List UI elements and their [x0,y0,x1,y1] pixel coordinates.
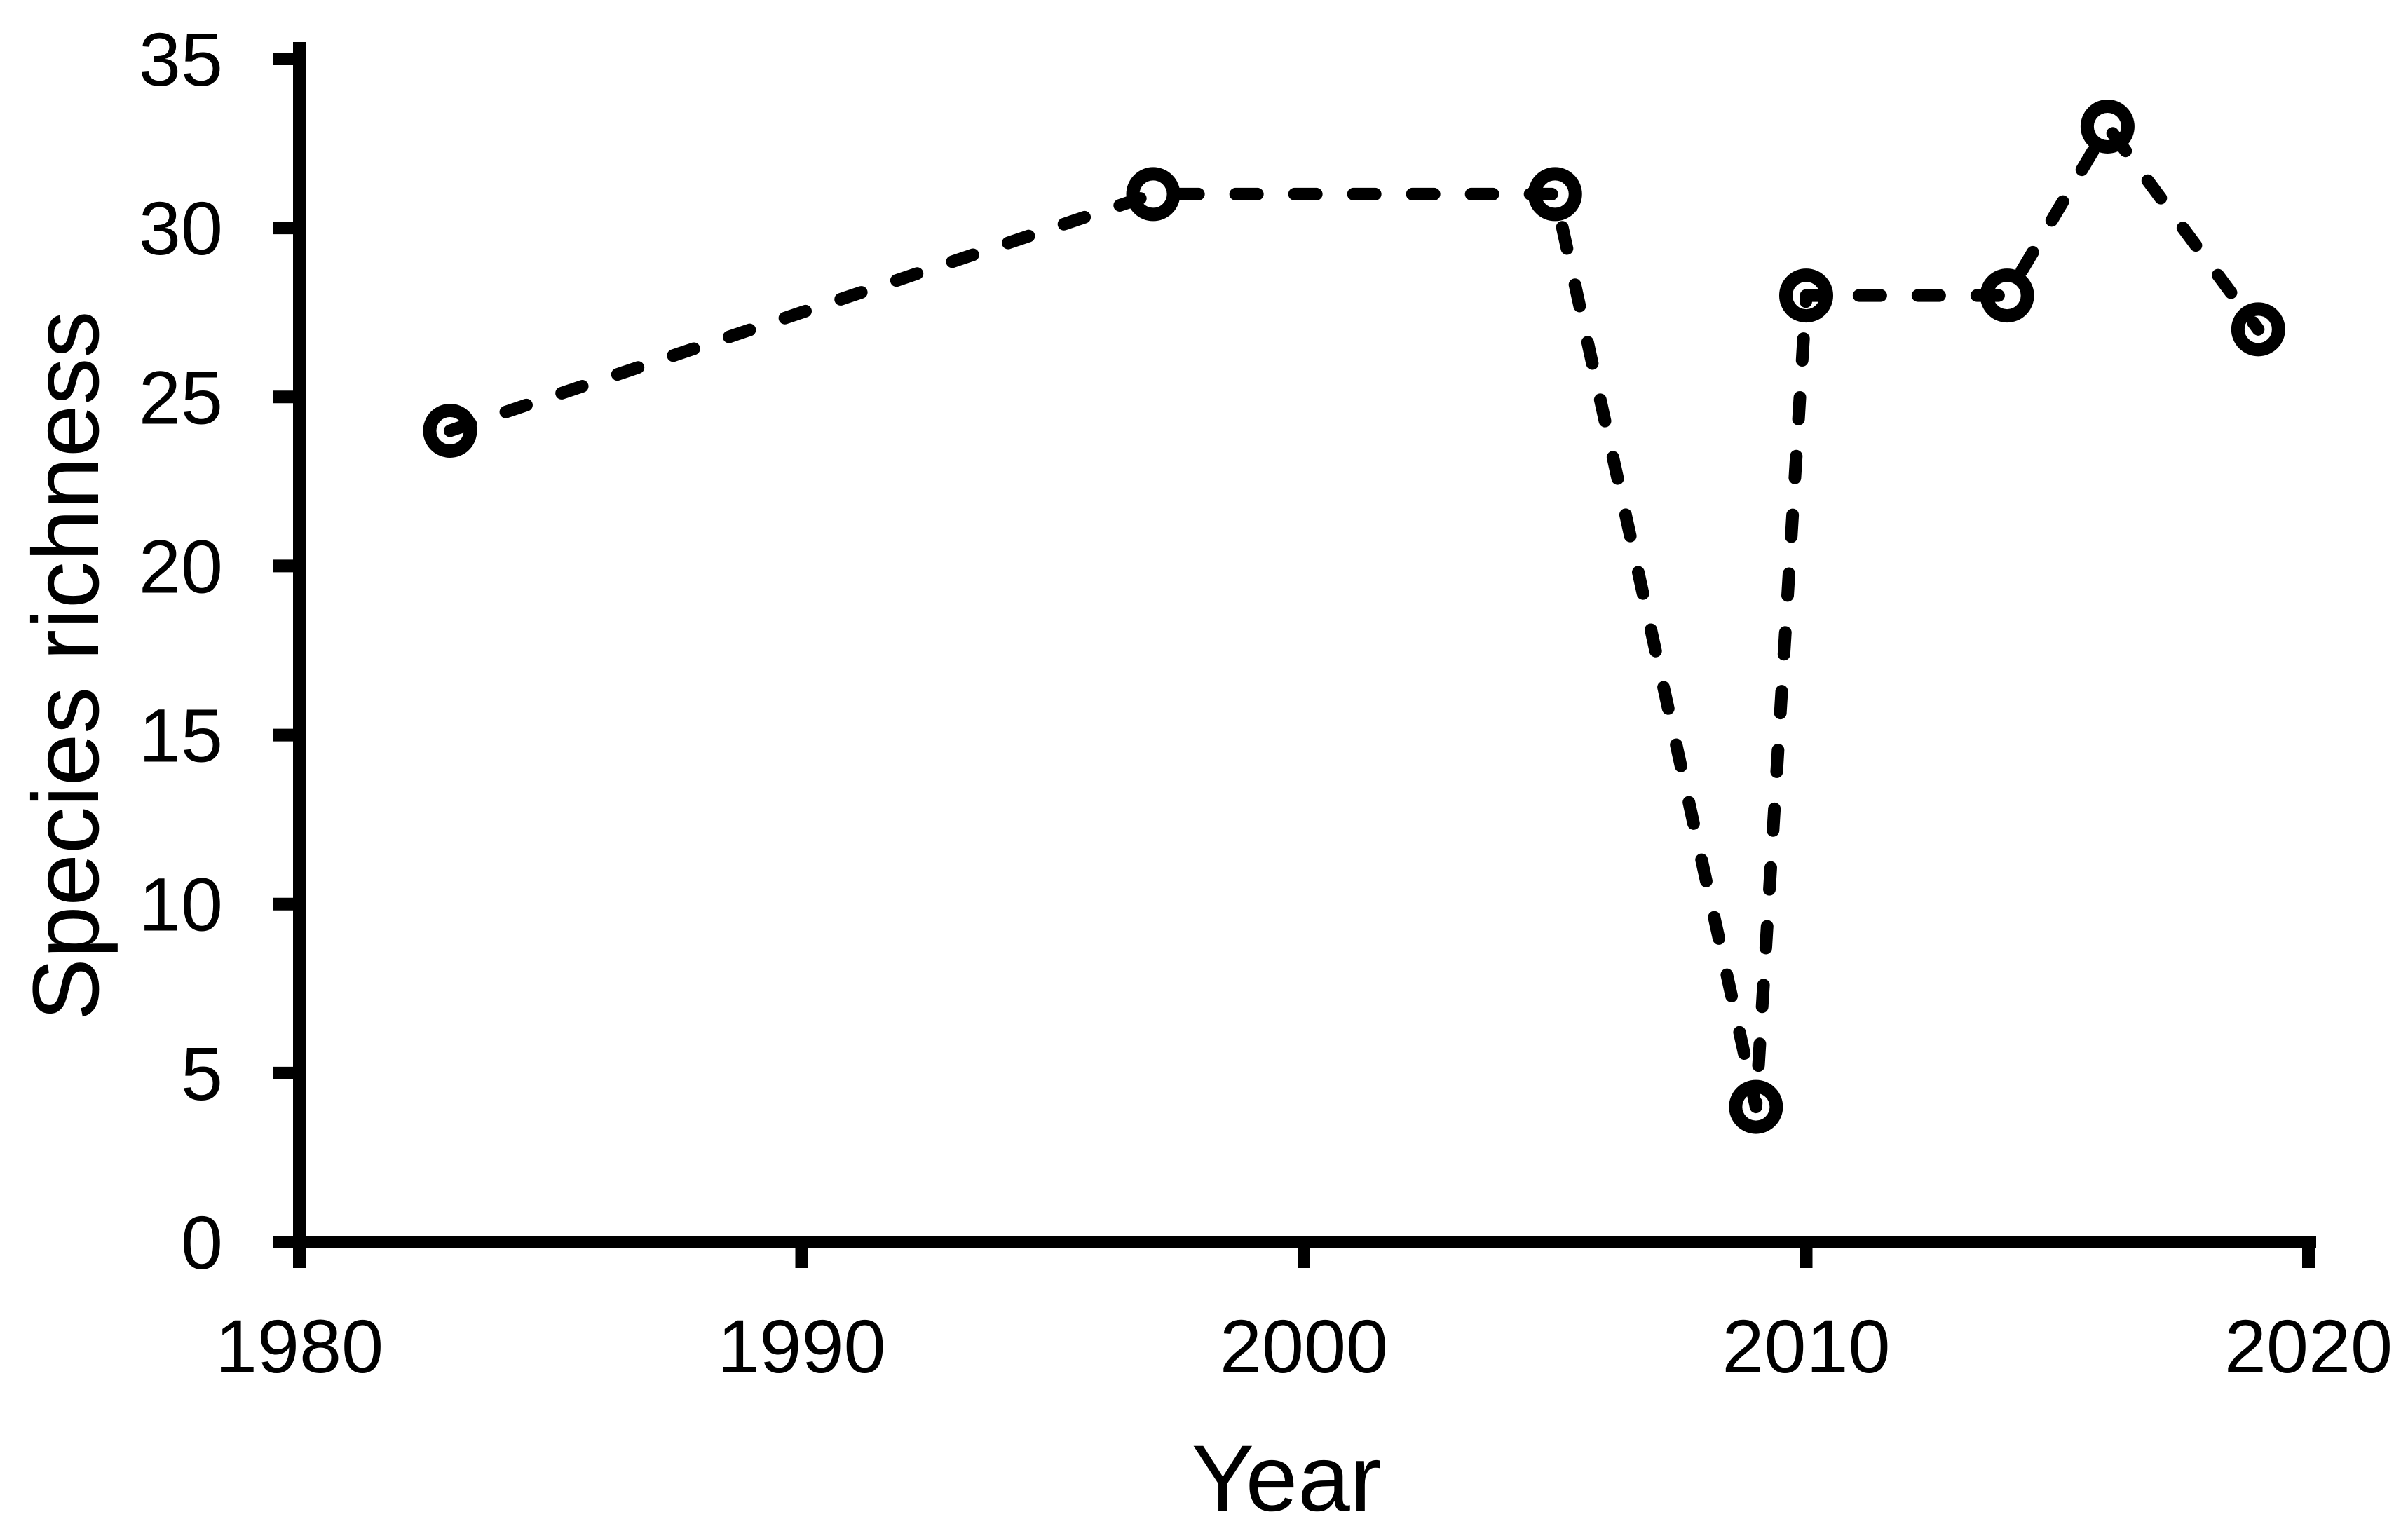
data-point-marker [423,404,477,458]
y-tick-label: 30 [139,186,223,271]
data-point-marker [1126,167,1181,222]
tick-labels-layer: 1980 1990 2000 2010 2020 0 5 10 15 20 25 30 35 [139,17,2393,1389]
data-point-marker [2080,99,2135,154]
y-tick-label: 10 [139,862,223,947]
y-tick-label: 5 [181,1031,223,1116]
y-tick-label: 35 [139,17,223,102]
x-tick-label: 2000 [1220,1304,1388,1389]
x-axis-title: Year [1192,1426,1382,1531]
x-tick-label: 1980 [215,1304,383,1389]
y-tick-label: 25 [139,355,223,440]
series-layer [423,99,2285,1134]
axes-layer [273,42,2316,1268]
data-point-marker [2231,302,2285,357]
series-line [443,120,2265,1114]
x-tick-label: 2020 [2224,1304,2393,1389]
data-point-marker [1528,167,1582,222]
y-tick-label: 15 [139,693,223,778]
x-tick-label: 1990 [717,1304,885,1389]
y-axis-title: Species richness [14,311,118,1021]
y-tick-label: 20 [139,524,223,608]
y-tick-label: 0 [181,1200,223,1285]
x-tick-label: 2010 [1722,1304,1890,1389]
data-point-marker [1729,1079,1783,1134]
data-point-marker [1779,268,1833,323]
data-point-marker [1980,268,2034,323]
